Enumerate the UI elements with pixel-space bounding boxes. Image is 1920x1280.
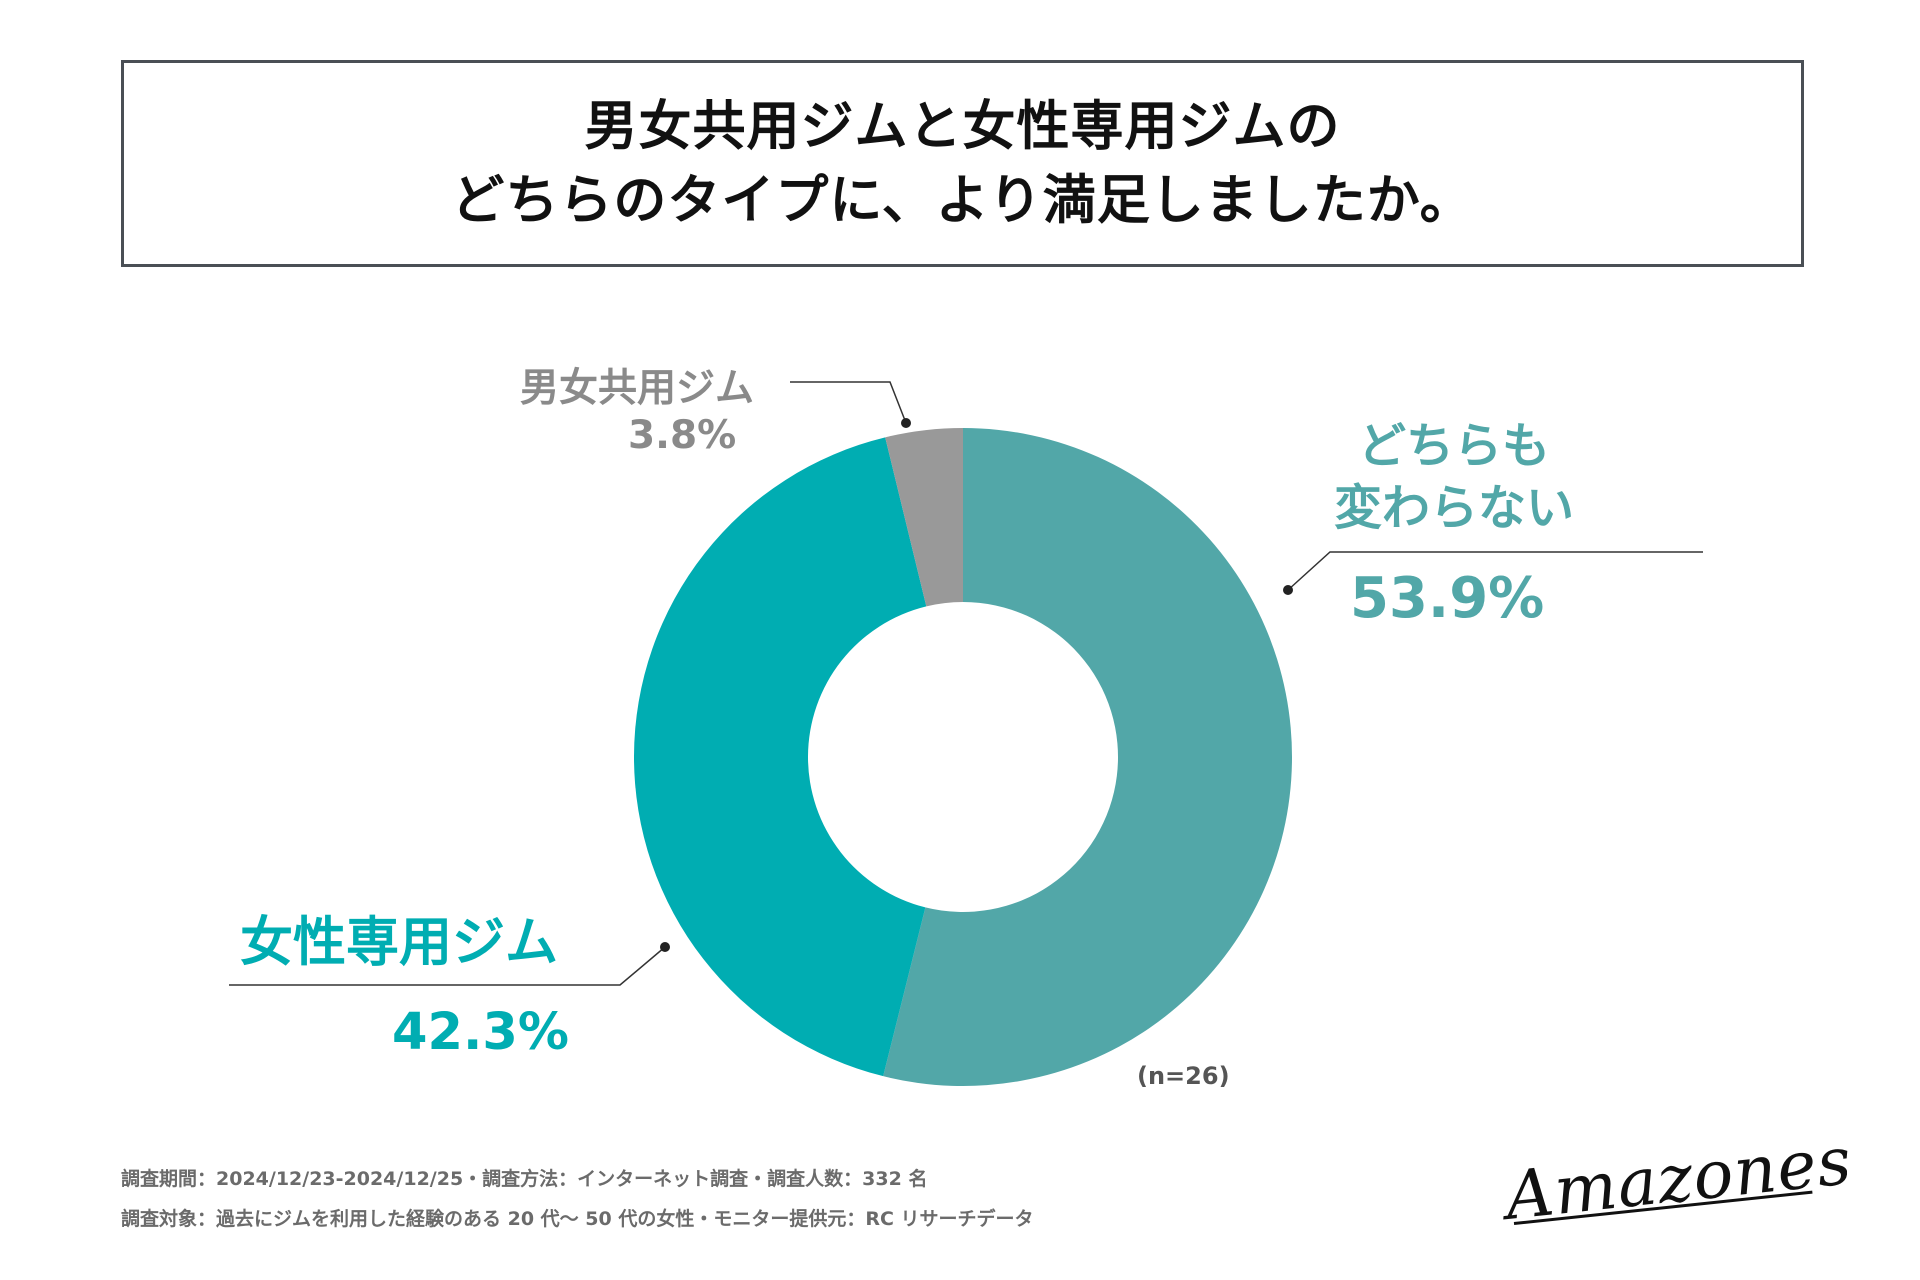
slice-value-no-difference: 53.9% bbox=[1350, 566, 1545, 631]
footnote-survey-period: 調査期間：2024/12/23-2024/12/25・調査方法：インターネット調… bbox=[121, 1168, 928, 1190]
title-line-2: どちらのタイプに、より満足しましたか。 bbox=[451, 169, 1474, 231]
slice-label-women-only-gym: 女性専用ジム bbox=[240, 912, 558, 973]
title-box: 男女共用ジムと女性専用ジムの どちらのタイプに、より満足しましたか。 bbox=[121, 60, 1804, 267]
slice-label-no-difference-line1: どちらも bbox=[1358, 418, 1551, 474]
slice-no-difference bbox=[883, 428, 1293, 1086]
footnote-survey-target: 調査対象：過去にジムを利用した経験のある 20 代～ 50 代の女性・モニター提… bbox=[121, 1208, 1034, 1230]
leader-lines bbox=[229, 381, 1703, 986]
slice-mixed-gym bbox=[885, 428, 963, 607]
slice-value-mixed-gym: 3.8% bbox=[628, 413, 737, 458]
title-line-1: 男女共用ジムと女性専用ジムの bbox=[584, 95, 1341, 157]
leader-line-same bbox=[1287, 551, 1703, 591]
slice-label-no-difference: どちらも 変わらない bbox=[1334, 415, 1574, 539]
slice-label-mixed-gym: 男女共用ジム bbox=[520, 366, 755, 411]
leader-dot-mixed bbox=[901, 418, 911, 428]
slice-label-no-difference-line2: 変わらない bbox=[1334, 480, 1575, 536]
slice-women-only-gym bbox=[633, 437, 927, 1077]
leader-line-mixed bbox=[790, 381, 907, 424]
sample-size: (n=26) bbox=[1137, 1062, 1230, 1090]
leader-dot-women bbox=[660, 942, 670, 952]
slice-value-women-only-gym: 42.3% bbox=[392, 1003, 569, 1062]
leader-line-women bbox=[229, 946, 666, 986]
leader-dot-same bbox=[1283, 585, 1293, 595]
